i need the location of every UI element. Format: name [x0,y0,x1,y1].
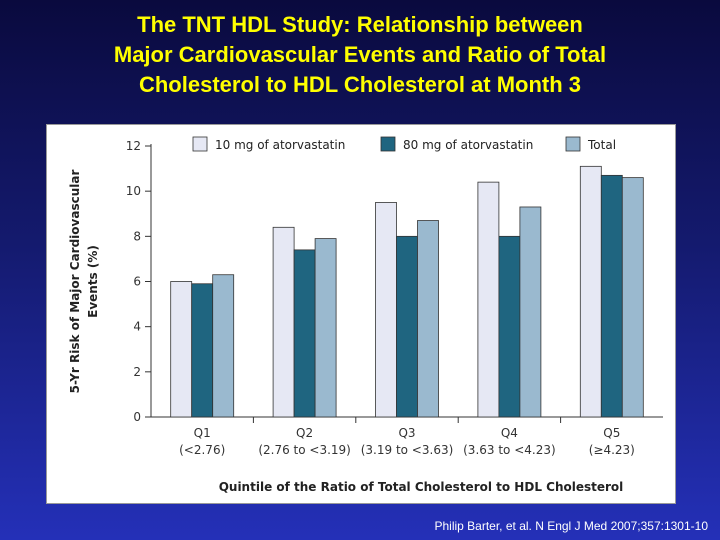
x-tick-label: Q4 [501,426,518,440]
bar [621,177,644,418]
y-tick-label: 6 [133,275,141,289]
x-axis-label: Quintile of the Ratio of Total Cholester… [219,480,624,494]
title-line-1: The TNT HDL Study: Relationship between [137,12,583,37]
x-tick-sublabel: (<2.76) [179,443,225,457]
bar [417,220,439,418]
bar [600,174,623,418]
x-tick-sublabel: (2.76 to <3.19) [258,443,351,457]
bars [170,165,644,418]
x-tick-sublabel: (≥4.23) [589,443,635,457]
x-tick-label: Q3 [398,426,415,440]
title-line-3: Cholesterol to HDL Cholesterol at Month … [138,72,582,97]
bar [579,165,602,418]
y-tick-label: 8 [133,229,141,243]
legend-label: Total [587,138,616,152]
bar [293,249,316,418]
y-tick-label: 2 [133,365,141,379]
axes: 0 2 4 6 8 10 12 Q1 (<2.76) Q2 (2.76 to <3.19) Q3 (3.… [126,139,663,457]
x-tick-sublabel: (3.19 to <3.63) [361,443,454,457]
bar [375,202,397,418]
chart-panel: 0 2 4 6 8 10 12 Q1 (<2.76) Q2 (2.76 to <3.19) Q3 (3.… [46,124,676,504]
x-tick-sublabel: (3.63 to <4.23) [463,443,556,457]
x-tick-label: Q1 [194,426,211,440]
legend: 10 mg of atorvastatin 80 mg of atorvastat… [192,136,616,152]
y-tick-label: 12 [126,139,141,153]
title-line-2: Major Cardiovascular Events and Ratio of… [113,42,607,67]
bar [272,226,295,418]
slide-title: The TNT HDL Study: Relationship between … [0,10,720,100]
y-tick-label: 4 [133,320,141,334]
legend-label: 80 mg of atorvastatin [403,138,533,152]
bar [519,206,542,418]
legend-swatch [192,136,208,152]
bar [314,238,337,418]
bar [396,235,418,418]
legend-swatch [565,136,581,152]
x-tick-label: Q5 [603,426,620,440]
y-tick-label: 10 [126,184,141,198]
citation: Philip Barter, et al. N Engl J Med 2007;… [434,519,708,533]
legend-swatch [380,136,396,152]
bar [498,235,521,418]
y-tick-label: 0 [133,410,141,424]
bar-chart: 0 2 4 6 8 10 12 Q1 (<2.76) Q2 (2.76 to <3.19) Q3 (3.… [68,136,663,494]
bar [191,283,214,418]
legend-label: 10 mg of atorvastatin [215,138,345,152]
y-axis-label-line-1: 5-Yr Risk of Major Cardiovascular [68,170,82,394]
bar [212,274,235,418]
bar [477,181,500,418]
x-tick-label: Q2 [296,426,313,440]
bar [170,281,193,418]
y-axis-label-line-2: Events (%) [86,245,100,318]
